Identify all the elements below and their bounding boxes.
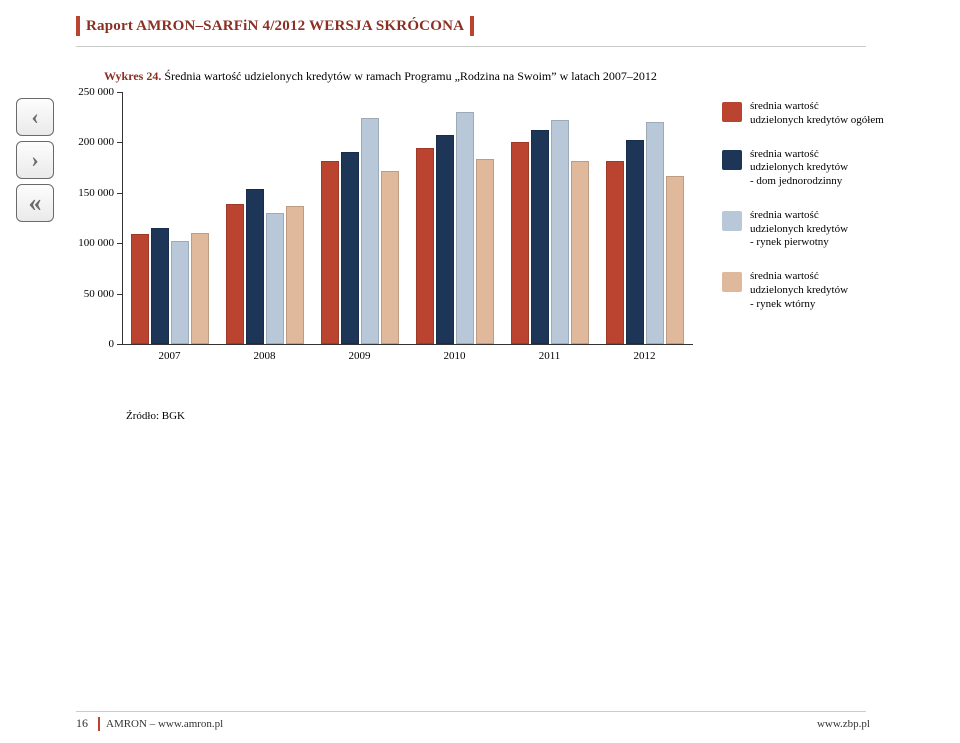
rewind-button[interactable]: «: [16, 184, 54, 222]
chart-caption-text: Średnia wartość udzielonych kredytów w r…: [164, 69, 657, 83]
footer: 16 AMRON – www.amron.pl www.zbp.pl: [0, 711, 960, 731]
legend-text: średnia wartośćudzielonych kredytów- ryn…: [750, 270, 848, 311]
y-tick-label: 200 000: [78, 136, 114, 148]
y-tick-label: 50 000: [84, 288, 114, 300]
legend-swatch: [722, 211, 742, 231]
y-tick-label: 0: [109, 338, 115, 350]
legend-swatch: [722, 150, 742, 170]
bar-group: [597, 92, 692, 344]
y-tick-label: 150 000: [78, 187, 114, 199]
bar: [571, 161, 589, 344]
legend-swatch: [722, 272, 742, 292]
side-nav: ‹ › «: [16, 98, 52, 222]
bar: [286, 206, 304, 344]
x-tick-label: 2009: [312, 350, 407, 362]
bar: [436, 135, 454, 344]
legend-item: średnia wartośćudzielonych kredytów- ryn…: [722, 270, 904, 311]
bar: [321, 161, 339, 344]
bar: [191, 233, 209, 344]
bar: [266, 213, 284, 344]
chart-caption: Wykres 24. Średnia wartość udzielonych k…: [104, 69, 960, 84]
next-button[interactable]: ›: [16, 141, 54, 179]
bar-groups: [122, 92, 692, 344]
footer-right-text: www.zbp.pl: [817, 718, 870, 730]
bar: [456, 112, 474, 344]
footer-rule: [76, 711, 866, 712]
x-axis-labels: 200720082009201020112012: [122, 350, 692, 362]
legend-swatch: [722, 102, 742, 122]
legend-text: średnia wartośćudzielonych kredytów- ryn…: [750, 209, 848, 250]
prev-button[interactable]: ‹: [16, 98, 54, 136]
x-tick-label: 2010: [407, 350, 502, 362]
page-number: 16: [76, 716, 88, 731]
legend-item: średnia wartośćudzielonych kredytów- ryn…: [722, 209, 904, 250]
header-ornament-right: [470, 16, 474, 36]
bar-group: [122, 92, 217, 344]
bar: [626, 140, 644, 344]
x-tick-label: 2011: [502, 350, 597, 362]
bar: [151, 228, 169, 344]
bar: [476, 159, 494, 344]
y-tick-label: 250 000: [78, 86, 114, 98]
chart-source: Źródło: BGK: [126, 410, 700, 422]
legend-text: średnia wartośćudzielonych kredytów- dom…: [750, 148, 848, 189]
legend-item: średnia wartośćudzielonych kredytów- dom…: [722, 148, 904, 189]
legend: średnia wartośćudzielonych kredytów ogół…: [722, 100, 904, 311]
bar-group: [312, 92, 407, 344]
bar: [171, 241, 189, 344]
bar-group: [502, 92, 597, 344]
bar: [606, 161, 624, 344]
x-tick-label: 2008: [217, 350, 312, 362]
bar: [361, 118, 379, 344]
bar: [416, 148, 434, 344]
legend-text: średnia wartośćudzielonych kredytów ogół…: [750, 100, 884, 128]
bar: [131, 234, 149, 344]
bar: [381, 171, 399, 344]
bar-group: [407, 92, 502, 344]
bar: [511, 142, 529, 344]
bar: [341, 152, 359, 345]
report-title: Raport AMRON–SARFiN 4/2012 WERSJA SKRÓCO…: [86, 18, 464, 35]
header-rule: [76, 46, 866, 47]
bar: [226, 204, 244, 344]
bar: [666, 176, 684, 344]
y-tick-label: 100 000: [78, 237, 114, 249]
report-header: Raport AMRON–SARFiN 4/2012 WERSJA SKRÓCO…: [0, 0, 960, 42]
chart-caption-number: Wykres 24.: [104, 69, 164, 83]
x-tick-label: 2012: [597, 350, 692, 362]
footer-divider-left: [98, 717, 100, 731]
bar-group: [217, 92, 312, 344]
legend-item: średnia wartośćudzielonych kredytów ogół…: [722, 100, 904, 128]
footer-left-text: AMRON – www.amron.pl: [106, 718, 223, 730]
bar: [531, 130, 549, 344]
bar-chart: 050 000100 000150 000200 000250 000 2007…: [68, 92, 700, 402]
x-tick-label: 2007: [122, 350, 217, 362]
bar: [551, 120, 569, 344]
header-ornament-left: [76, 16, 80, 36]
bar: [646, 122, 664, 344]
bar: [246, 189, 264, 344]
y-axis-labels: 050 000100 000150 000200 000250 000: [60, 92, 114, 344]
